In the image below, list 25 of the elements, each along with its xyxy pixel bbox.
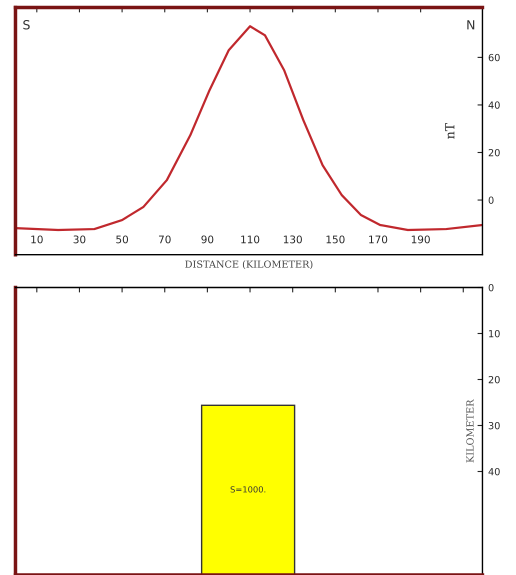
y-tick-label: 40 bbox=[488, 468, 500, 476]
y-axis-title: KILOMETER bbox=[466, 399, 474, 462]
y-tick-label: 10 bbox=[489, 330, 500, 338]
x-axis-title: DISTANCE (KILOMETER) bbox=[185, 260, 312, 270]
x-tick-label: 150 bbox=[326, 235, 345, 244]
y-tick-label: 40 bbox=[488, 101, 500, 109]
x-tick-label: 170 bbox=[369, 235, 388, 244]
y-tick-label: 0 bbox=[488, 284, 494, 292]
x-tick-label: 90 bbox=[201, 235, 214, 244]
x-tick-label: 130 bbox=[284, 235, 302, 244]
x-tick-label: 30 bbox=[74, 235, 86, 244]
x-tick-label: 50 bbox=[116, 235, 128, 244]
annotation: S=1000. bbox=[230, 486, 266, 493]
annotation: S bbox=[23, 20, 30, 30]
y-tick-label: 0 bbox=[488, 196, 494, 204]
annotation: N bbox=[467, 20, 474, 30]
y-tick-label: 30 bbox=[488, 422, 500, 430]
y-tick-label: 60 bbox=[488, 54, 500, 62]
x-tick-label: 10 bbox=[31, 235, 43, 244]
x-tick-label: 190 bbox=[412, 235, 430, 244]
y-tick-label: 20 bbox=[488, 376, 500, 384]
x-tick-label: 70 bbox=[158, 235, 171, 244]
x-tick-label: 110 bbox=[241, 235, 260, 244]
y-tick-label: 20 bbox=[488, 148, 500, 156]
y-axis-title: nT bbox=[445, 123, 454, 139]
